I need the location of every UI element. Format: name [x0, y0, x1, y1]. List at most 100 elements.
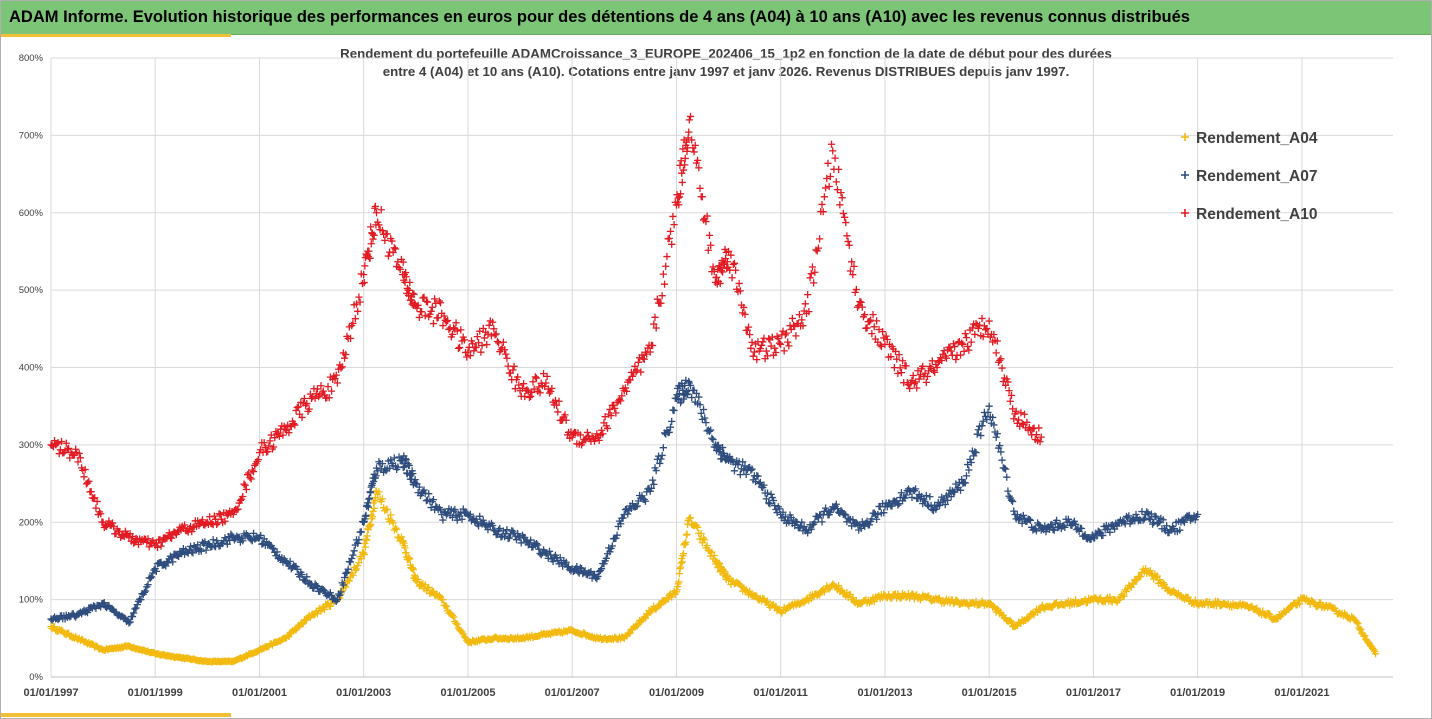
series-point: [339, 581, 347, 589]
series-point: [746, 587, 754, 595]
series-point: [628, 372, 637, 380]
y-tick-label: 800%: [19, 53, 44, 64]
series-point: [268, 544, 277, 552]
series-point: [702, 419, 710, 427]
series-point: [606, 548, 614, 556]
series-point: [476, 512, 484, 520]
series-point: [946, 343, 954, 352]
series-point: [811, 518, 819, 526]
series-point: [798, 518, 806, 526]
series-point: [391, 524, 400, 532]
series-point: [754, 472, 762, 480]
series-point: [792, 332, 800, 340]
series-point: [453, 620, 461, 628]
series-point: [934, 358, 942, 366]
series-point: [303, 399, 311, 408]
series-point: [477, 348, 485, 356]
series-point: [351, 315, 359, 323]
series-point: [357, 555, 365, 563]
series-point: [1153, 572, 1161, 580]
series-point: [354, 539, 362, 547]
series-point: [442, 602, 451, 611]
series-point: [763, 489, 772, 497]
series-point: [806, 274, 814, 282]
series-point: [973, 430, 981, 438]
series-point: [83, 608, 92, 617]
series-point: [440, 312, 448, 320]
series-point: [997, 448, 1005, 456]
series-point: [349, 571, 357, 579]
series-point: [753, 356, 761, 364]
x-tick-label: 01/01/2021: [1274, 687, 1329, 699]
series-point: [993, 430, 1001, 438]
data-point: [372, 209, 381, 217]
series-point: [388, 237, 396, 245]
series-point: [849, 516, 857, 524]
series-point: [1120, 592, 1128, 600]
series-point: [491, 331, 499, 339]
series-point: [480, 334, 489, 342]
series-point: [840, 510, 849, 518]
series-point: [832, 500, 840, 508]
series-point: [502, 350, 510, 358]
series-point: [910, 379, 918, 388]
y-tick-label: 600%: [19, 208, 44, 219]
series-point: [784, 338, 792, 346]
series-point: [623, 387, 631, 395]
series-point: [279, 431, 287, 439]
series-point: [662, 262, 670, 270]
data-point: [333, 596, 342, 604]
series-point: [142, 587, 150, 595]
series-point: [469, 340, 477, 348]
series-point: [718, 268, 727, 276]
series-point: [494, 526, 503, 534]
series-point: [1106, 528, 1114, 536]
series-point: [926, 493, 934, 501]
series-point: [681, 154, 689, 163]
series-point: [410, 290, 418, 298]
series-point: [459, 505, 467, 513]
series-point: [617, 397, 625, 405]
series-point: [769, 496, 778, 505]
series-point: [319, 387, 327, 395]
series-point: [626, 376, 634, 384]
series-point: [452, 319, 460, 327]
series-point: [1025, 515, 1033, 524]
series-point: [473, 332, 481, 341]
series-point: [870, 509, 878, 517]
series-point: [1017, 409, 1025, 417]
series-point: [406, 278, 414, 286]
series-point: [974, 426, 983, 434]
series-point: [757, 341, 766, 349]
series-point: [1032, 431, 1041, 439]
series-point: [1003, 473, 1011, 481]
series-point: [762, 347, 770, 355]
x-tick-label: 01/01/2005: [440, 687, 495, 699]
series-point: [302, 401, 310, 409]
series-point: [434, 314, 442, 322]
series-point: [545, 547, 554, 555]
accent-bar-bottom: [1, 713, 231, 717]
series-point: [1004, 378, 1012, 386]
series-point: [1007, 496, 1016, 504]
series-point: [1077, 524, 1086, 533]
series-point: [818, 518, 826, 526]
series-point: [782, 329, 791, 337]
series-point: [897, 489, 906, 497]
series-point: [1266, 610, 1274, 618]
series-point: [780, 347, 788, 355]
series-point: [1143, 508, 1151, 516]
series-point: [456, 343, 464, 352]
series-point: [846, 267, 855, 275]
series-point: [489, 521, 497, 530]
series-point: [882, 332, 890, 340]
series-point: [922, 491, 930, 500]
series-point: [381, 236, 389, 244]
series-point: [265, 442, 273, 450]
series-point: [285, 632, 293, 641]
series-point: [448, 611, 457, 620]
series-point: [221, 534, 229, 542]
series-point: [638, 492, 646, 500]
x-tick-label: 01/01/2011: [753, 687, 807, 699]
series-point: [489, 318, 497, 326]
